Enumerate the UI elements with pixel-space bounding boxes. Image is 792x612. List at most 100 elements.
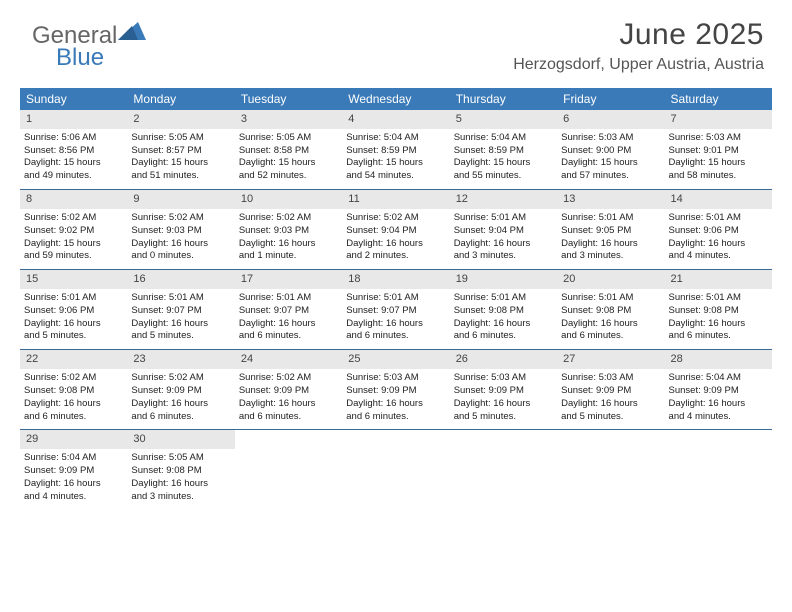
day-number: 8	[20, 190, 127, 209]
sunrise-text: Sunrise: 5:05 AM	[239, 132, 338, 145]
weekday-header: Tuesday	[235, 88, 342, 110]
day-number: 16	[127, 270, 234, 289]
calendar-day-cell: 5Sunrise: 5:04 AMSunset: 8:59 PMDaylight…	[450, 110, 557, 189]
day-number: 13	[557, 190, 664, 209]
sunrise-text: Sunrise: 5:02 AM	[131, 372, 230, 385]
weekday-header: Friday	[557, 88, 664, 110]
daylight-text: Daylight: 16 hours	[131, 398, 230, 411]
sunset-text: Sunset: 8:57 PM	[131, 145, 230, 158]
daylight-text: Daylight: 15 hours	[561, 157, 660, 170]
calendar-day-cell: 12Sunrise: 5:01 AMSunset: 9:04 PMDayligh…	[450, 190, 557, 269]
day-number: 19	[450, 270, 557, 289]
daylight-text: Daylight: 15 hours	[346, 157, 445, 170]
sunset-text: Sunset: 9:09 PM	[346, 385, 445, 398]
day-number: 2	[127, 110, 234, 129]
sunrise-text: Sunrise: 5:02 AM	[239, 212, 338, 225]
sunrise-text: Sunrise: 5:04 AM	[454, 132, 553, 145]
sunset-text: Sunset: 9:07 PM	[239, 305, 338, 318]
daylight-text: and 6 minutes.	[454, 330, 553, 343]
sunrise-text: Sunrise: 5:04 AM	[24, 452, 123, 465]
calendar-grid: Sunday Monday Tuesday Wednesday Thursday…	[20, 88, 772, 509]
day-number: 5	[450, 110, 557, 129]
daylight-text: and 6 minutes.	[346, 330, 445, 343]
daylight-text: Daylight: 15 hours	[454, 157, 553, 170]
daylight-text: and 4 minutes.	[24, 491, 123, 504]
day-number: 15	[20, 270, 127, 289]
calendar-day-cell: 15Sunrise: 5:01 AMSunset: 9:06 PMDayligh…	[20, 270, 127, 349]
daylight-text: and 6 minutes.	[24, 411, 123, 424]
day-number: 3	[235, 110, 342, 129]
sunset-text: Sunset: 9:09 PM	[239, 385, 338, 398]
daylight-text: and 6 minutes.	[346, 411, 445, 424]
calendar-day-cell: 20Sunrise: 5:01 AMSunset: 9:08 PMDayligh…	[557, 270, 664, 349]
sunset-text: Sunset: 9:07 PM	[131, 305, 230, 318]
day-number: 10	[235, 190, 342, 209]
sunrise-text: Sunrise: 5:05 AM	[131, 132, 230, 145]
daylight-text: Daylight: 16 hours	[561, 398, 660, 411]
sunset-text: Sunset: 8:58 PM	[239, 145, 338, 158]
sunrise-text: Sunrise: 5:01 AM	[454, 212, 553, 225]
calendar-day-cell: 8Sunrise: 5:02 AMSunset: 9:02 PMDaylight…	[20, 190, 127, 269]
daylight-text: and 55 minutes.	[454, 170, 553, 183]
daylight-text: Daylight: 16 hours	[669, 318, 768, 331]
daylight-text: and 4 minutes.	[669, 411, 768, 424]
calendar-day-cell: 23Sunrise: 5:02 AMSunset: 9:09 PMDayligh…	[127, 350, 234, 429]
daylight-text: and 5 minutes.	[454, 411, 553, 424]
calendar-day-cell: 3Sunrise: 5:05 AMSunset: 8:58 PMDaylight…	[235, 110, 342, 189]
daylight-text: Daylight: 16 hours	[346, 318, 445, 331]
sunrise-text: Sunrise: 5:04 AM	[346, 132, 445, 145]
sunset-text: Sunset: 9:09 PM	[454, 385, 553, 398]
sunset-text: Sunset: 9:09 PM	[24, 465, 123, 478]
calendar-day-cell	[665, 430, 772, 509]
calendar-week-row: 8 Sunrise: 5:02 AM Sunset: 9:02 PMDaylight…	[20, 189, 772, 269]
day-number: 18	[342, 270, 449, 289]
sunrise-text: Sunrise: 5:04 AM	[669, 372, 768, 385]
sunrise-text: Sunrise: 5:01 AM	[669, 292, 768, 305]
sunrise-text: Sunrise: 5:02 AM	[131, 212, 230, 225]
daylight-text: Daylight: 16 hours	[454, 318, 553, 331]
daylight-text: Daylight: 16 hours	[24, 478, 123, 491]
sunset-text: Sunset: 9:08 PM	[561, 305, 660, 318]
daylight-text: and 52 minutes.	[239, 170, 338, 183]
day-number: 20	[557, 270, 664, 289]
sunrise-text: Sunrise: 5:03 AM	[561, 372, 660, 385]
calendar-day-cell: 21Sunrise: 5:01 AMSunset: 9:08 PMDayligh…	[665, 270, 772, 349]
daylight-text: and 3 minutes.	[131, 491, 230, 504]
day-number: 23	[127, 350, 234, 369]
weekday-header: Thursday	[450, 88, 557, 110]
brand-logo: General Blue	[32, 22, 117, 72]
calendar-day-cell: 6Sunrise: 5:03 AMSunset: 9:00 PMDaylight…	[557, 110, 664, 189]
sunrise-text: Sunrise: 5:01 AM	[561, 292, 660, 305]
daylight-text: Daylight: 16 hours	[346, 398, 445, 411]
calendar-day-cell: 2Sunrise: 5:05 AMSunset: 8:57 PMDaylight…	[127, 110, 234, 189]
day-number: 25	[342, 350, 449, 369]
daylight-text: and 5 minutes.	[24, 330, 123, 343]
calendar-day-cell: 28Sunrise: 5:04 AMSunset: 9:09 PMDayligh…	[665, 350, 772, 429]
daylight-text: Daylight: 15 hours	[24, 238, 123, 251]
calendar-day-cell: 17Sunrise: 5:01 AMSunset: 9:07 PMDayligh…	[235, 270, 342, 349]
sunrise-text: Sunrise: 5:01 AM	[454, 292, 553, 305]
day-number: 12	[450, 190, 557, 209]
daylight-text: and 6 minutes.	[561, 330, 660, 343]
calendar-day-cell: 18Sunrise: 5:01 AMSunset: 9:07 PMDayligh…	[342, 270, 449, 349]
daylight-text: Daylight: 16 hours	[24, 318, 123, 331]
day-number: 17	[235, 270, 342, 289]
sunset-text: Sunset: 9:02 PM	[24, 225, 123, 238]
day-number: 6	[557, 110, 664, 129]
sunset-text: Sunset: 9:08 PM	[669, 305, 768, 318]
sunset-text: Sunset: 9:07 PM	[346, 305, 445, 318]
calendar-day-cell: 24Sunrise: 5:02 AMSunset: 9:09 PMDayligh…	[235, 350, 342, 429]
sunset-text: Sunset: 9:06 PM	[669, 225, 768, 238]
calendar-week-row: 1Sunrise: 5:06 AMSunset: 8:56 PMDaylight…	[20, 110, 772, 189]
sunset-text: Sunset: 9:04 PM	[346, 225, 445, 238]
sunrise-text: Sunrise: 5:02 AM	[346, 212, 445, 225]
daylight-text: Daylight: 15 hours	[669, 157, 768, 170]
weekday-header: Monday	[127, 88, 234, 110]
calendar-day-cell	[235, 430, 342, 509]
calendar-day-cell: 10Sunrise: 5:02 AMSunset: 9:03 PMDayligh…	[235, 190, 342, 269]
daylight-text: Daylight: 16 hours	[239, 318, 338, 331]
sunset-text: Sunset: 9:04 PM	[454, 225, 553, 238]
daylight-text: and 57 minutes.	[561, 170, 660, 183]
daylight-text: and 3 minutes.	[454, 250, 553, 263]
calendar-day-cell: 11Sunrise: 5:02 AMSunset: 9:04 PMDayligh…	[342, 190, 449, 269]
